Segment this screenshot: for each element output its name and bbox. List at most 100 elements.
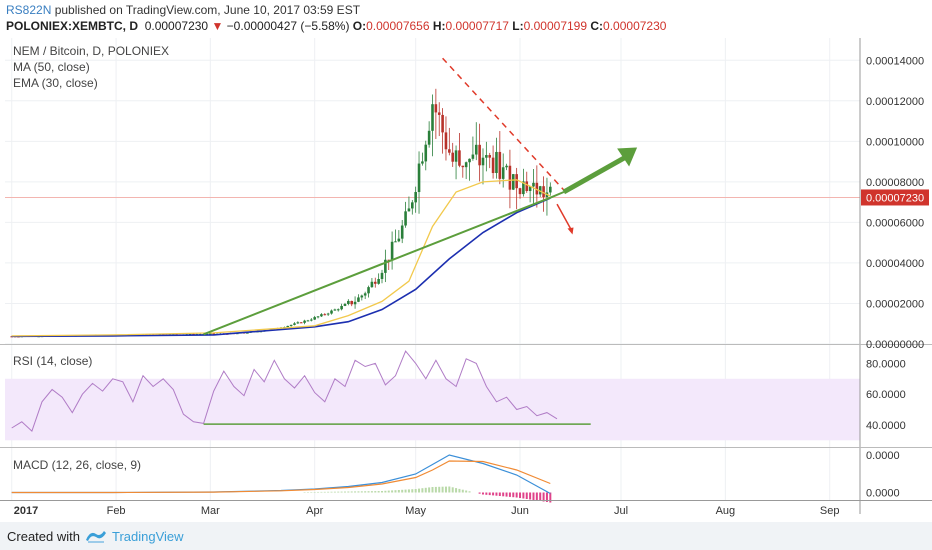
candle-body <box>320 314 323 317</box>
macd-histogram-bar <box>529 492 532 500</box>
macd-histogram-bar <box>512 492 515 498</box>
candle-body <box>330 310 333 314</box>
macd-histogram-bar <box>367 491 370 493</box>
candle-body <box>357 297 360 302</box>
bullish-arrow <box>562 155 627 195</box>
trendline <box>203 191 565 336</box>
x-tick-label: Aug <box>716 505 736 517</box>
candle-body <box>525 181 529 191</box>
x-tick-label: May <box>405 505 426 517</box>
high-value: 0.00007717 <box>445 19 509 33</box>
candle-body <box>549 186 552 193</box>
candle-body <box>390 241 394 261</box>
macd-histogram-bar <box>354 491 357 493</box>
macd-histogram-bar <box>539 492 542 501</box>
rsi-y-tick-label: 80.0000 <box>866 358 906 370</box>
ema-line <box>11 179 551 337</box>
candle-body <box>421 161 424 164</box>
macd-histogram-bar <box>492 492 495 496</box>
candle-body <box>286 325 290 328</box>
price-y-tick-label: 0.00000000 <box>866 339 924 351</box>
candle-body <box>347 300 350 304</box>
candle-body <box>387 259 391 261</box>
macd-histogram-bar <box>532 492 535 500</box>
macd-histogram-bar <box>370 491 373 493</box>
candle-body <box>293 323 296 325</box>
macd-histogram-bar <box>330 491 333 493</box>
x-tick-label: 2017 <box>14 505 38 517</box>
low-label: L: <box>512 19 524 33</box>
macd-histogram-bar <box>431 487 434 493</box>
candle-body <box>353 301 357 305</box>
macd-histogram-bar <box>448 486 451 493</box>
macd-pane[interactable] <box>11 454 552 503</box>
price-y-tick-label: 0.00004000 <box>866 258 924 270</box>
macd-histogram-bar <box>485 492 488 495</box>
macd-histogram-bar <box>458 488 461 493</box>
x-tick-label: Mar <box>201 505 220 517</box>
last-price: 0.00007230 <box>144 19 209 33</box>
macd-histogram-bar <box>444 486 447 493</box>
candle-body <box>427 130 431 145</box>
candle-body <box>380 272 384 279</box>
macd-histogram-bar <box>525 492 528 499</box>
rsi-y-tick-label: 60.0000 <box>866 389 906 401</box>
candle-body <box>532 182 535 187</box>
macd-histogram-bar <box>327 491 330 493</box>
candle-body <box>542 186 545 198</box>
price-y-tick-label: 0.00010000 <box>866 136 924 148</box>
candle-body <box>411 202 414 209</box>
candle-body <box>508 165 512 190</box>
candle-body <box>485 155 488 158</box>
macd-histogram-bar <box>317 491 320 493</box>
candle-body <box>367 287 370 294</box>
macd-histogram-bar <box>343 491 346 493</box>
candle-body <box>350 300 354 305</box>
last-price-tag-label: 0.00007230 <box>866 192 924 204</box>
candle-body <box>437 112 441 115</box>
price-y-tick-label: 0.00002000 <box>866 298 924 310</box>
x-tick-label: Apr <box>306 505 323 517</box>
candle-body <box>407 208 411 212</box>
candle-body <box>246 332 249 334</box>
candle-body <box>299 322 303 324</box>
macd-histogram-bar <box>424 487 427 493</box>
footer: Created with TradingView <box>0 522 932 550</box>
macd-histogram-bar <box>401 489 404 493</box>
candle-body <box>491 157 495 174</box>
candle-body <box>481 157 485 166</box>
candle-body <box>495 151 498 174</box>
macd-histogram-bar <box>377 491 380 493</box>
price-y-tick-label: 0.00008000 <box>866 177 924 189</box>
macd-histogram-bar <box>522 492 525 499</box>
macd-histogram-bar <box>394 490 397 493</box>
candle-body <box>370 281 374 288</box>
candle-body <box>303 320 306 323</box>
high-label: H: <box>432 19 446 33</box>
candle-body <box>397 238 401 242</box>
tradingview-brand[interactable]: TradingView <box>112 529 184 544</box>
chart-svg[interactable]: 2017 Feb Mar Apr May Jun Jul Aug Sep 0.00014000 0.… <box>0 38 932 522</box>
candle-body <box>417 163 421 193</box>
price-pane-title: NEM / Bitcoin, D, POLONIEX <box>13 44 170 58</box>
macd-pane-title: MACD (12, 26, close, 9) <box>13 458 142 472</box>
candle-body <box>461 165 465 168</box>
candle-body <box>515 174 518 189</box>
chart-area[interactable]: 2017 Feb Mar Apr May Jun Jul Aug Sep 0.00014000 0.… <box>0 38 932 522</box>
candle-body <box>451 152 454 162</box>
price-y-tick-label: 0.00012000 <box>866 96 924 108</box>
price-y-tick-label: 0.00006000 <box>866 217 924 229</box>
rsi-pane[interactable] <box>5 350 860 441</box>
bearish-arrow <box>556 203 572 229</box>
candle-body <box>306 320 310 322</box>
macd-histogram-bar <box>333 491 336 493</box>
down-arrow-icon: ▼ <box>211 19 224 33</box>
price-pane[interactable] <box>5 57 860 338</box>
candle-body <box>478 144 481 166</box>
chart-header: RS822N published on TradingView.com, Jun… <box>0 0 932 38</box>
macd-histogram-bar <box>384 490 387 493</box>
x-tick-label: Feb <box>107 505 126 517</box>
open-value: 0.00007656 <box>366 19 430 33</box>
macd-histogram-bar <box>357 491 360 493</box>
author-link[interactable]: RS822N <box>6 3 52 17</box>
